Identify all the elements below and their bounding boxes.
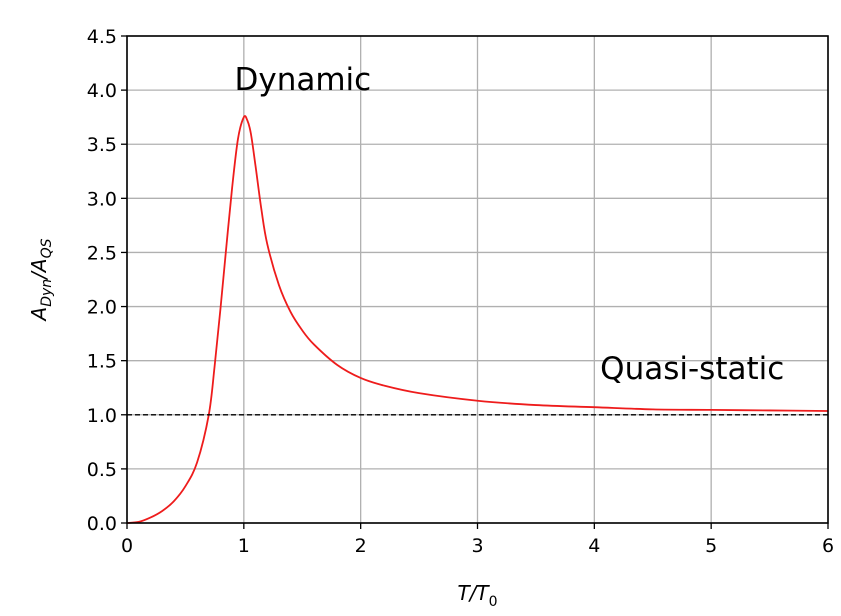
annotation-0: Dynamic xyxy=(234,62,371,98)
y-tick-label: 3.5 xyxy=(87,134,117,156)
x-tick-label: 3 xyxy=(471,535,483,557)
series-layer xyxy=(126,115,829,524)
y-tick-label: 0.5 xyxy=(87,459,117,481)
annotations: Dynamic Quasi-static xyxy=(234,62,784,387)
x-tick-label: 5 xyxy=(705,535,717,557)
y-tick-label: 2.0 xyxy=(87,297,117,319)
y-tick-label: 0.0 xyxy=(87,513,117,535)
x-tick-label: 1 xyxy=(238,535,250,557)
y-tick-label: 1.5 xyxy=(87,351,117,373)
annotation-1: Quasi-static xyxy=(600,351,784,387)
y-tick-label: 2.5 xyxy=(87,242,117,264)
x-tick-label: 4 xyxy=(588,535,600,557)
x-tick-label: 0 xyxy=(121,535,133,557)
y-tick-label: 4.5 xyxy=(87,26,117,48)
ticks: 0 1 2 3 4 5 6 0.0 0.5 1.0 1.5 2.0 2.5 3.0 3.5 4.0 4.5 xyxy=(87,26,834,557)
x-tick-label: 2 xyxy=(355,535,367,557)
y-tick-label: 3.0 xyxy=(87,188,117,210)
x-tick-label: 6 xyxy=(822,535,834,557)
y-axis-label: ADyn/AQS xyxy=(27,238,55,322)
y-tick-label: 4.0 xyxy=(87,80,117,102)
series-line-0 xyxy=(126,115,829,524)
y-tick-label: 1.0 xyxy=(87,405,117,427)
x-axis-label: T/T0 xyxy=(457,581,497,610)
grid xyxy=(126,35,829,524)
